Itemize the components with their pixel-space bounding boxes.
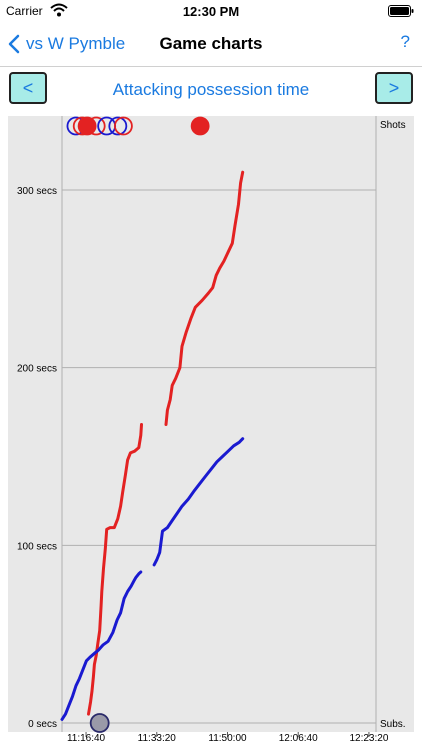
carrier-label: Carrier [6, 4, 43, 18]
chart-title: Attacking possession time [112, 80, 310, 99]
wifi-icon [50, 3, 68, 17]
red-shot-marker [190, 116, 210, 136]
chart-header: < Attacking possession time > [0, 66, 422, 114]
x-tick-label: 11:33:20 [138, 733, 177, 744]
red-team-possession-line-1 [87, 423, 143, 716]
red-team-possession-line-2 [164, 170, 245, 426]
substitution-marker [89, 713, 110, 733]
plot-background [8, 116, 414, 732]
x-tick-label: 12:23:20 [349, 733, 388, 744]
status-time: 12:30 PM [182, 4, 240, 19]
x-tick-label: 12:06:40 [279, 733, 318, 744]
x-tick-label: 11:50:00 [208, 733, 247, 744]
subs-row-label: Subs. [380, 719, 406, 730]
previous-chart-button[interactable]: < [9, 72, 47, 104]
battery-icon [388, 5, 414, 17]
y-tick-label: 0 secs [28, 719, 57, 730]
navigation-bar: vs W Pymble Game charts ? [0, 22, 422, 67]
blue-team-possession-line-1 [60, 570, 143, 721]
y-tick-label: 100 secs [17, 541, 57, 552]
shots-row-label: Shots [380, 120, 406, 131]
y-tick-label: 200 secs [17, 364, 57, 375]
back-button[interactable]: vs W Pymble [8, 30, 125, 58]
x-tick-label: 11:16:40 [67, 733, 106, 744]
status-bar: Carrier 12:30 PM [0, 0, 422, 22]
next-chart-button[interactable]: > [375, 72, 413, 104]
y-tick-label: 300 secs [17, 186, 57, 197]
red-shot-marker [86, 116, 106, 136]
chevron-left-icon [8, 34, 20, 54]
blue-shot-marker [108, 116, 128, 136]
possession-chart: 0 secs 100 secs 200 secs 300 secs 11:16:40 11… [8, 116, 414, 744]
back-button-label: vs W Pymble [26, 34, 126, 53]
help-button[interactable]: ? [400, 32, 410, 51]
blue-team-possession-line-2 [152, 437, 245, 567]
red-shot-marker [114, 116, 133, 136]
